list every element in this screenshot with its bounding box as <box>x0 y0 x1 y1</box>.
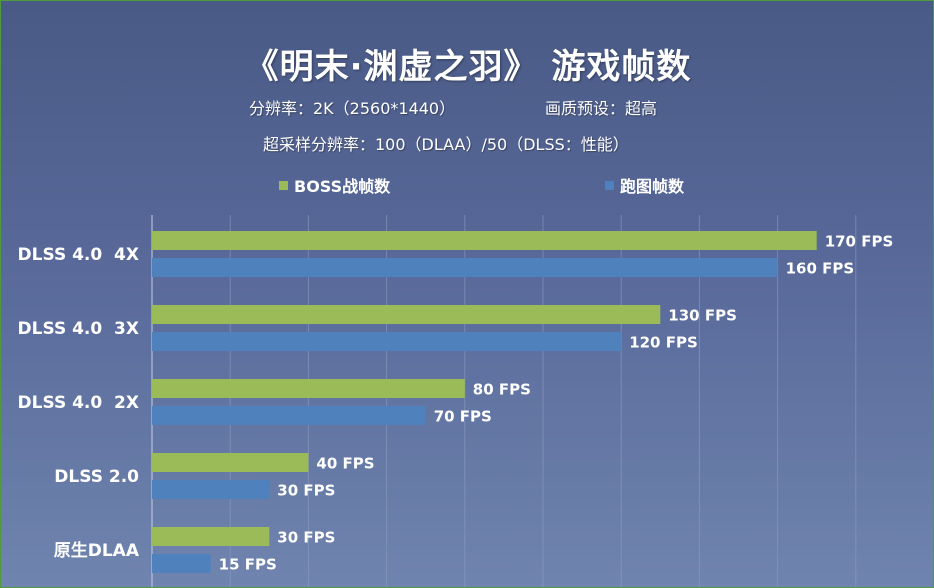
bar-series-2 <box>152 480 270 499</box>
legend-label-series-1: BOSS战帧数 <box>294 177 391 196</box>
subtitle-resolution: 分辨率：2K（2560*1440） <box>249 99 456 118</box>
bar-series-2 <box>152 554 211 573</box>
legend-item-series-1: BOSS战帧数 <box>279 173 390 197</box>
data-label-series-2: 120 FPS <box>629 334 698 352</box>
chart-title: 《明末·渊虚之羽》 游戏帧数 <box>244 47 692 87</box>
data-label-series-2: 160 FPS <box>786 260 855 278</box>
data-label-series-1: 30 FPS <box>277 529 335 547</box>
legend-label-series-2: 跑图帧数 <box>620 177 685 196</box>
category-label: DLSS 2.0 <box>54 467 139 487</box>
bar-series-1 <box>152 379 465 398</box>
bar-series-2 <box>152 258 778 277</box>
bar-series-1 <box>152 231 817 250</box>
category-label: 原生DLAA <box>54 540 140 561</box>
subtitle-super-sampling: 超采样分辨率：100（DLAA）/50（DLSS：性能） <box>263 135 629 154</box>
bar-series-1 <box>152 453 309 472</box>
bar-series-1 <box>152 527 270 546</box>
data-label-series-1: 130 FPS <box>668 307 737 325</box>
category-label: DLSS 4.0 4X <box>18 245 139 265</box>
legend-item-series-2: 跑图帧数 <box>605 173 684 197</box>
category-label: DLSS 4.0 2X <box>18 393 139 413</box>
category-label: DLSS 4.0 3X <box>18 319 139 339</box>
data-label-series-2: 70 FPS <box>434 408 492 426</box>
data-label-series-1: 40 FPS <box>316 455 374 473</box>
data-label-series-1: 80 FPS <box>473 381 531 399</box>
bar-series-2 <box>152 406 426 425</box>
data-label-series-2: 30 FPS <box>277 482 335 500</box>
data-label-series-2: 15 FPS <box>219 556 277 574</box>
legend-swatch-series-2 <box>605 180 614 190</box>
bar-series-2 <box>152 332 622 351</box>
bar-series-1 <box>152 305 661 324</box>
subtitle-quality: 画质预设：超高 <box>545 99 658 118</box>
data-label-series-1: 170 FPS <box>825 233 894 251</box>
legend-swatch-series-1 <box>279 180 288 190</box>
